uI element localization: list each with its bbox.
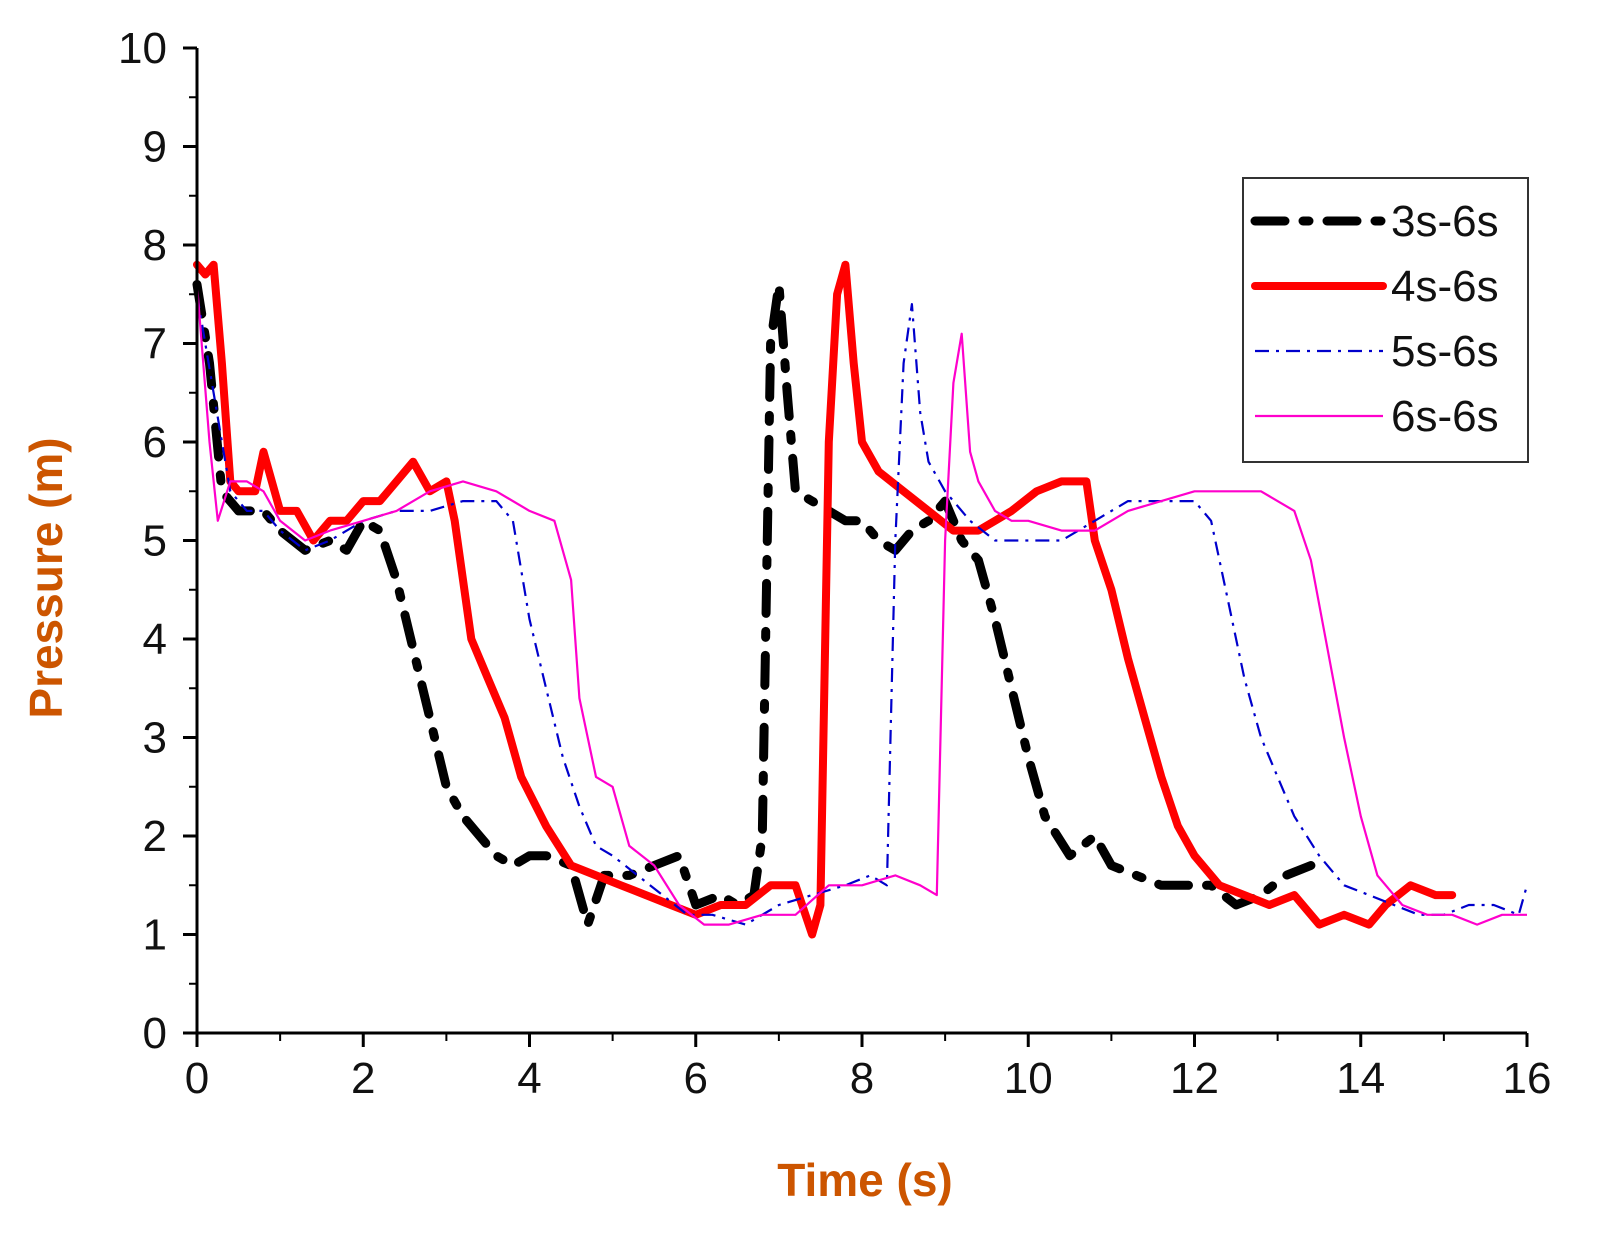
y-tick-label: 9 <box>143 123 167 172</box>
y-tick-label: 5 <box>143 517 167 566</box>
legend-label-3s-6s: 3s-6s <box>1391 197 1499 246</box>
legend-label-5s-6s: 5s-6s <box>1391 327 1499 376</box>
y-tick-label: 10 <box>118 24 167 73</box>
series-line-4s-6s <box>193 260 1457 939</box>
legend: 3s-6s 4s-6s 5s-6s 6s-6s <box>1242 177 1529 463</box>
y-tick-label: 6 <box>143 418 167 467</box>
legend-label-4s-6s: 4s-6s <box>1391 262 1499 311</box>
series-line-6s-6s <box>195 284 1527 926</box>
x-tick-label: 10 <box>1004 1054 1053 1103</box>
x-tick-label: 6 <box>684 1054 708 1103</box>
y-tick-label: 0 <box>143 1009 167 1058</box>
series-line-3s-6s <box>192 279 1316 930</box>
x-axis-title: Time (s) <box>777 1154 953 1206</box>
x-tick-label: 0 <box>185 1054 209 1103</box>
x-tick-label: 8 <box>850 1054 874 1103</box>
legend-label-6s-6s: 6s-6s <box>1391 392 1499 441</box>
y-tick-label: 7 <box>143 320 167 369</box>
legend-box <box>1242 177 1529 463</box>
y-axis-title: Pressure (m) <box>20 437 72 718</box>
x-tick-label: 16 <box>1503 1054 1552 1103</box>
x-tick-label: 4 <box>517 1054 541 1103</box>
y-tick-label: 8 <box>143 221 167 270</box>
y-tick-label: 4 <box>143 615 167 664</box>
x-tick-label: 2 <box>351 1054 375 1103</box>
x-tick-label: 12 <box>1170 1054 1219 1103</box>
y-tick-label: 3 <box>143 714 167 763</box>
series-layer <box>192 260 1529 939</box>
y-tick-label: 2 <box>143 812 167 861</box>
x-tick-label: 14 <box>1336 1054 1385 1103</box>
series-line-5s-6s <box>195 294 1529 926</box>
y-tick-label: 1 <box>143 911 167 960</box>
